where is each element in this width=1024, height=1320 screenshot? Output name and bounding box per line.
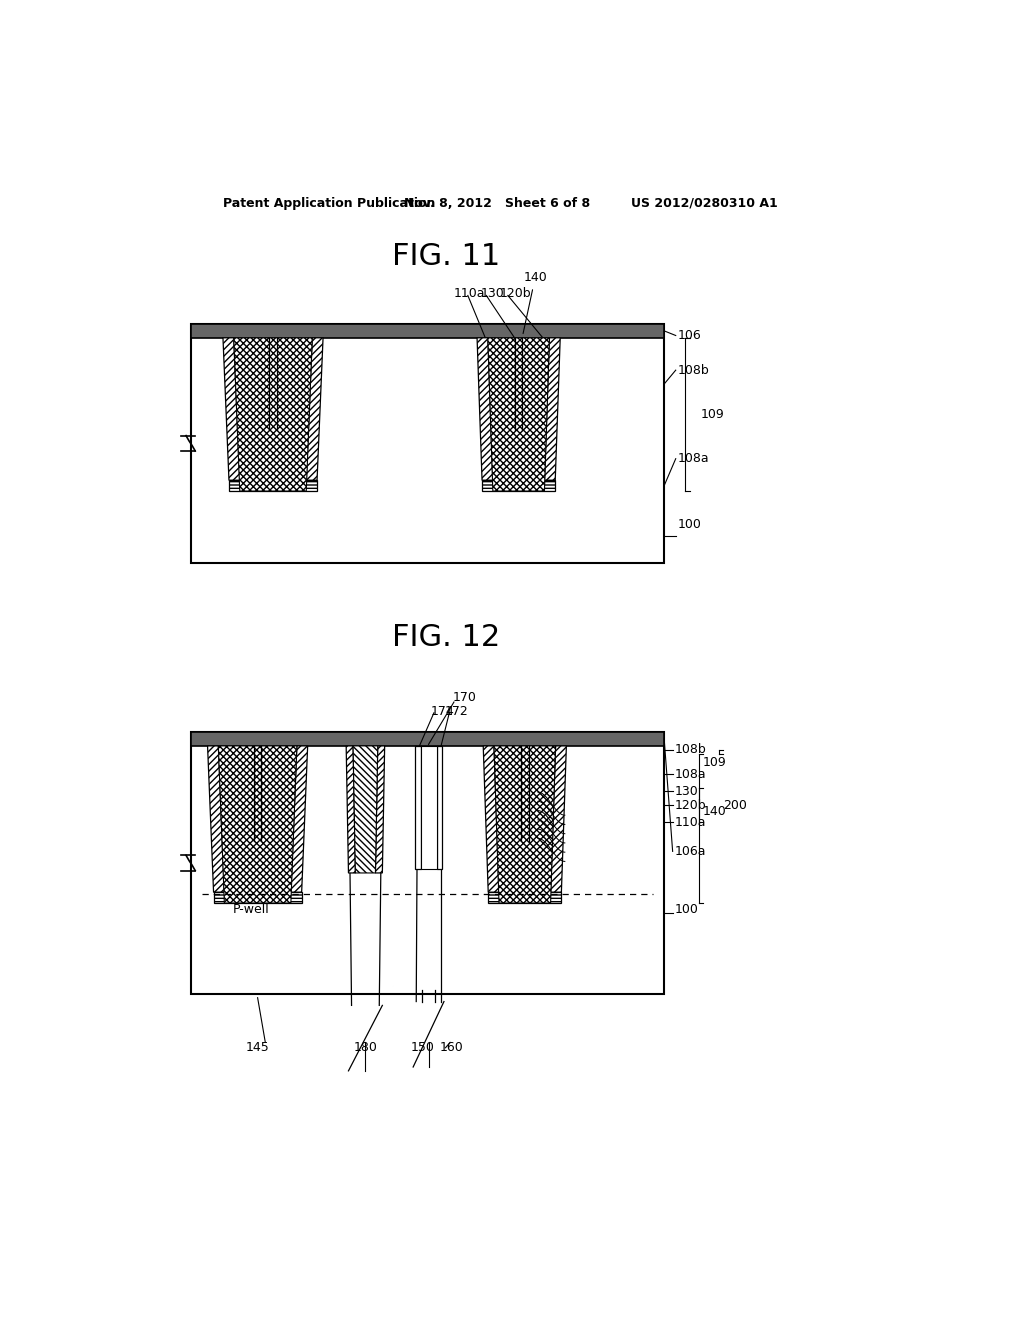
Text: 108a: 108a [674,768,706,781]
Polygon shape [346,746,355,873]
Text: 110a: 110a [454,286,485,300]
Text: 120b: 120b [674,799,706,812]
Polygon shape [291,746,307,892]
Text: Nov. 8, 2012   Sheet 6 of 8: Nov. 8, 2012 Sheet 6 of 8 [403,197,590,210]
Polygon shape [214,892,302,903]
Text: 106: 106 [677,329,701,342]
Bar [190,323,665,562]
Text: 140: 140 [702,805,726,818]
Text: 108b: 108b [674,743,706,756]
Polygon shape [306,338,323,480]
Polygon shape [545,338,560,480]
Text: 130: 130 [481,286,505,300]
Text: 145: 145 [246,1041,269,1055]
Polygon shape [223,338,240,480]
Polygon shape [437,746,442,869]
Text: 170: 170 [453,690,476,704]
Polygon shape [477,338,493,480]
Text: FIG. 11: FIG. 11 [392,243,501,272]
Text: 150: 150 [411,1041,434,1055]
Polygon shape [416,746,421,869]
Text: 108a: 108a [677,453,709,465]
Text: 109: 109 [702,756,726,770]
Bar [190,323,665,338]
Text: 180: 180 [353,1041,378,1055]
Bar [190,733,665,994]
Polygon shape [208,746,224,892]
Polygon shape [488,892,561,903]
Text: US 2012/0280310 A1: US 2012/0280310 A1 [631,197,778,210]
Text: 172: 172 [444,705,468,718]
Polygon shape [218,746,297,903]
Text: Patent Application Publication: Patent Application Publication [223,197,435,210]
Bar [190,733,665,746]
Polygon shape [353,746,378,873]
Polygon shape [551,746,566,892]
Text: 174: 174 [431,705,455,718]
Text: 106a: 106a [674,845,706,858]
Polygon shape [229,480,317,491]
Text: 108b: 108b [677,363,709,376]
Text: 130: 130 [674,785,698,797]
Polygon shape [487,338,550,491]
Text: 100: 100 [674,903,698,916]
Text: 140: 140 [523,271,547,334]
Polygon shape [482,480,555,491]
Polygon shape [233,338,312,491]
Polygon shape [494,746,556,903]
Bar [421,746,437,869]
Text: FIG. 12: FIG. 12 [392,623,501,652]
Text: 120b: 120b [500,286,531,300]
Text: 160: 160 [439,1041,464,1055]
Text: 110a: 110a [674,816,706,829]
Polygon shape [483,746,499,892]
Text: P-well: P-well [233,903,269,916]
Polygon shape [376,746,385,873]
Text: 109: 109 [700,408,724,421]
Text: 200: 200 [723,799,746,812]
Text: 100: 100 [677,517,701,531]
